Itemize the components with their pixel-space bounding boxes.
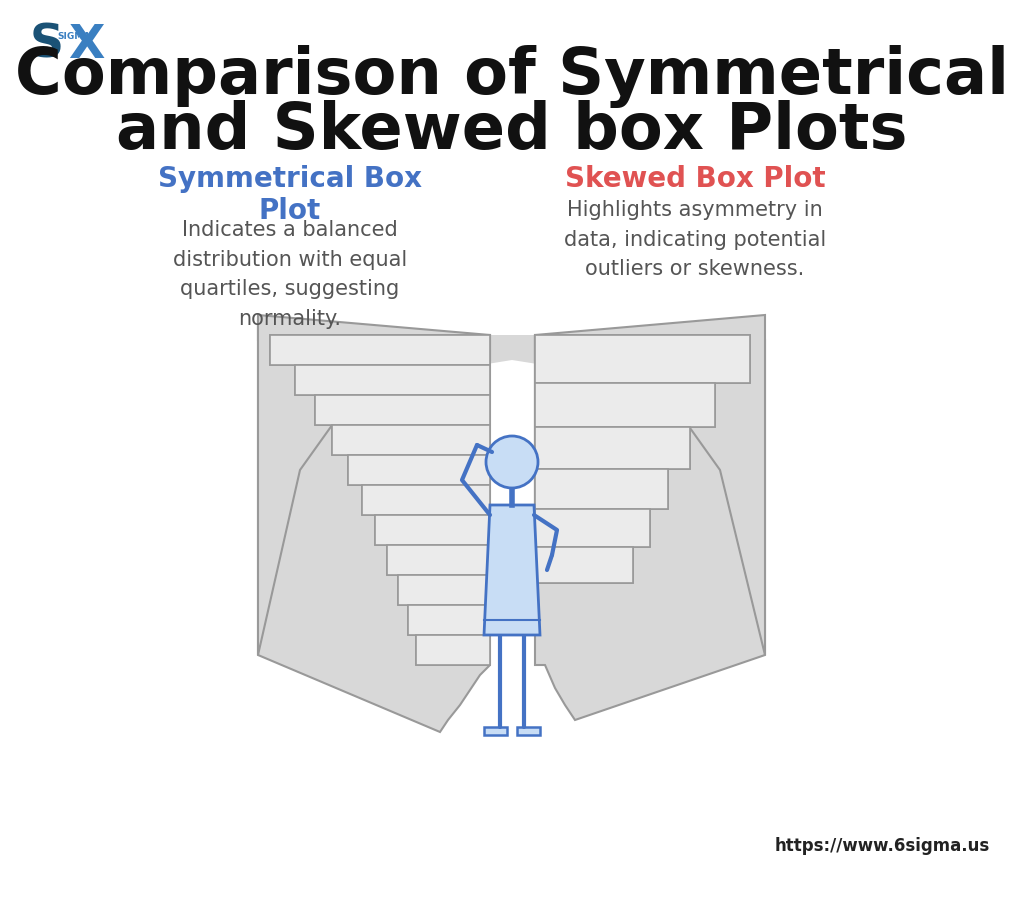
Polygon shape <box>408 605 490 635</box>
Polygon shape <box>258 320 490 732</box>
Polygon shape <box>517 727 540 735</box>
Polygon shape <box>332 425 490 455</box>
Polygon shape <box>416 635 490 665</box>
Text: X: X <box>68 23 104 68</box>
Polygon shape <box>348 455 490 485</box>
Text: Comparison of Symmetrical: Comparison of Symmetrical <box>15 45 1009 108</box>
Polygon shape <box>535 547 633 583</box>
Text: Skewed Box Plot: Skewed Box Plot <box>564 165 825 193</box>
Polygon shape <box>398 575 490 605</box>
Text: SIGMA: SIGMA <box>57 32 90 41</box>
Text: and Skewed box Plots: and Skewed box Plots <box>117 100 907 162</box>
Polygon shape <box>348 455 490 485</box>
Polygon shape <box>295 365 490 395</box>
Polygon shape <box>270 335 490 365</box>
Polygon shape <box>315 395 490 425</box>
Polygon shape <box>535 383 715 427</box>
Polygon shape <box>484 505 540 635</box>
Polygon shape <box>484 727 507 735</box>
Polygon shape <box>535 469 668 509</box>
Polygon shape <box>416 635 490 665</box>
Polygon shape <box>258 315 490 655</box>
Polygon shape <box>295 365 490 395</box>
Polygon shape <box>535 335 765 720</box>
Polygon shape <box>375 515 490 545</box>
Polygon shape <box>315 395 490 425</box>
Polygon shape <box>362 485 490 515</box>
Polygon shape <box>258 320 765 655</box>
Text: Symmetrical Box
Plot: Symmetrical Box Plot <box>158 165 422 225</box>
Polygon shape <box>535 427 690 469</box>
Polygon shape <box>535 469 668 509</box>
Polygon shape <box>332 425 490 455</box>
Polygon shape <box>535 427 690 469</box>
Polygon shape <box>270 335 490 365</box>
Polygon shape <box>375 515 490 545</box>
Polygon shape <box>408 605 490 635</box>
Polygon shape <box>535 509 650 547</box>
Polygon shape <box>535 547 633 583</box>
Text: Indicates a balanced
distribution with equal
quartiles, suggesting
normality.: Indicates a balanced distribution with e… <box>173 220 408 328</box>
Polygon shape <box>362 485 490 515</box>
Text: S: S <box>30 23 65 68</box>
Polygon shape <box>398 575 490 605</box>
Text: https://www.6sigma.us: https://www.6sigma.us <box>775 837 990 855</box>
Polygon shape <box>535 335 750 383</box>
Polygon shape <box>387 545 490 575</box>
Polygon shape <box>387 545 490 575</box>
Polygon shape <box>535 315 765 655</box>
Polygon shape <box>535 509 650 547</box>
Text: Highlights asymmetry in
data, indicating potential
outliers or skewness.: Highlights asymmetry in data, indicating… <box>564 200 826 279</box>
Polygon shape <box>535 383 715 427</box>
Circle shape <box>486 436 538 488</box>
Polygon shape <box>535 335 750 383</box>
